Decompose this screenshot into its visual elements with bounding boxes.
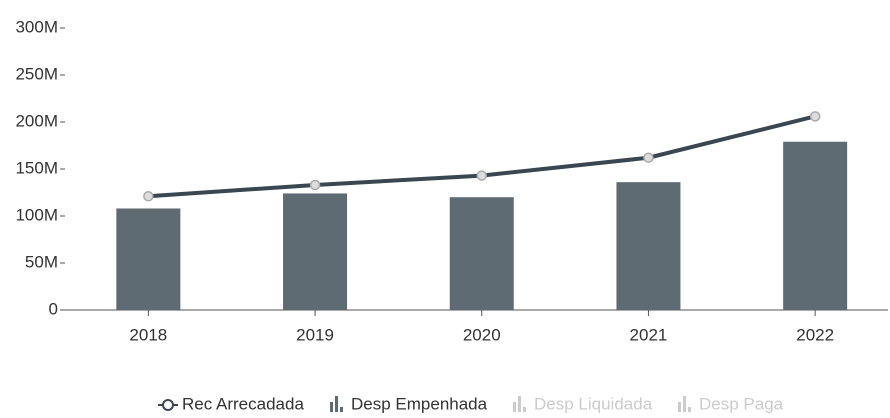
bar xyxy=(116,208,181,310)
point xyxy=(309,179,321,191)
point xyxy=(643,152,654,163)
y-tick-label: 0 xyxy=(49,299,58,318)
bar xyxy=(449,197,514,310)
x-tick-label: 2021 xyxy=(630,325,668,344)
x-tick-label: 2020 xyxy=(463,325,501,344)
bar xyxy=(616,182,681,310)
bar xyxy=(283,193,348,310)
y-tick-label: 50M xyxy=(25,252,58,271)
y-tick-label: 200M xyxy=(15,111,58,130)
x-tick-label: 2022 xyxy=(796,325,834,344)
y-tick-label: 100M xyxy=(15,205,58,224)
legend-icon xyxy=(330,402,333,412)
legend-label[interactable]: Rec Arrecadada xyxy=(182,394,304,413)
point xyxy=(143,191,154,202)
y-tick-label: 150M xyxy=(15,158,58,177)
legend-icon xyxy=(688,407,691,412)
x-tick-label: 2018 xyxy=(129,325,167,344)
legend-icon xyxy=(335,396,338,412)
legend-icon xyxy=(162,399,174,411)
point xyxy=(476,170,487,181)
legend-icon xyxy=(340,407,343,412)
bar xyxy=(783,141,848,310)
point xyxy=(809,111,821,122)
legend-icon xyxy=(523,407,526,412)
legend-label[interactable]: Desp Empenhada xyxy=(351,394,488,413)
legend-label[interactable]: Desp Paga xyxy=(699,394,784,413)
y-tick-label: 250M xyxy=(15,64,58,83)
legend-icon xyxy=(518,396,521,412)
y-tick-label: 300M xyxy=(15,17,58,36)
legend-icon xyxy=(683,396,686,412)
legend-label[interactable]: Desp Liquidada xyxy=(534,394,653,413)
line xyxy=(148,114,816,199)
x-tick-label: 2019 xyxy=(296,325,334,344)
legend-icon xyxy=(678,402,681,412)
legend-icon xyxy=(513,402,516,412)
